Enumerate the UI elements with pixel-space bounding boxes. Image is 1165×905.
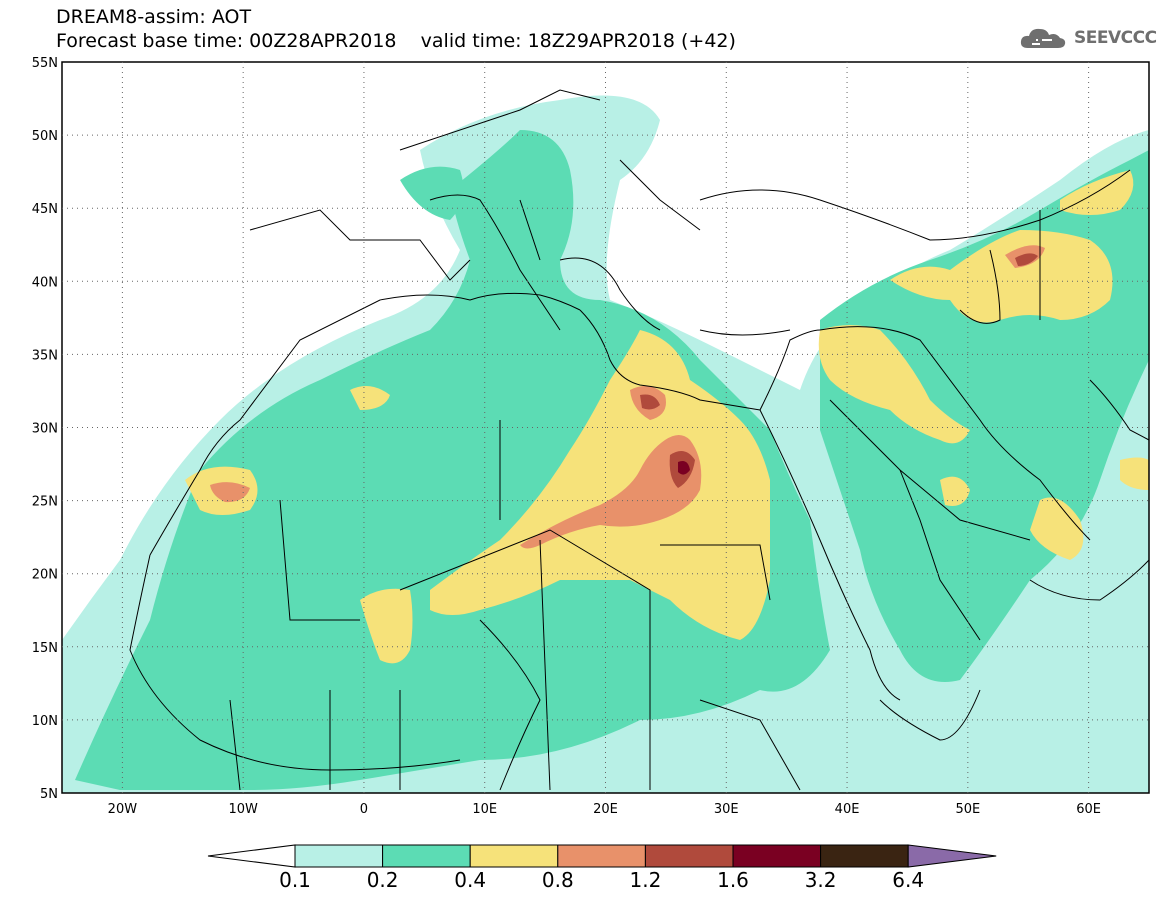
lat-label: 55N — [32, 56, 58, 71]
lat-label: 50N — [32, 129, 58, 144]
colorbar-swatch — [644, 844, 734, 868]
lat-ticks: 55N 50N 45N 40N 35N 30N 25N 20N 15N 10N 5N — [32, 56, 58, 802]
colorbar-swatch — [732, 844, 822, 868]
lon-label: 30E — [714, 802, 739, 817]
lon-label: 40E — [835, 802, 860, 817]
lon-label: 60E — [1076, 802, 1101, 817]
country-borders — [129, 89, 1149, 791]
colorbar-swatch — [469, 844, 559, 868]
lat-label: 15N — [32, 641, 58, 656]
forecast-time-line: Forecast base time: 00Z28APR2018 valid t… — [56, 30, 736, 52]
seevccc-logo: SEEVCCC — [1018, 22, 1157, 54]
lat-label: 20N — [32, 568, 58, 583]
aot-contours — [62, 95, 1149, 793]
colorbar-swatch — [294, 844, 384, 868]
lon-label: 20W — [108, 802, 138, 817]
colorbar-min-arrow — [207, 844, 296, 868]
lon-label: 10W — [228, 802, 258, 817]
colorbar-label: 1.2 — [629, 868, 661, 892]
map-title: DREAM8-assim: AOT — [56, 6, 252, 28]
colorbar-label: 6.4 — [892, 868, 924, 892]
colorbar-label: 0.8 — [542, 868, 574, 892]
colorbar-swatch — [557, 844, 646, 868]
lat-label: 45N — [32, 202, 58, 217]
aot-band-0.4 — [185, 170, 1149, 664]
logo-text: SEEVCCC — [1074, 28, 1157, 48]
colorbar-label: 0.2 — [367, 868, 399, 892]
cloud-logo-icon — [1020, 28, 1066, 48]
lon-label: 20E — [593, 802, 618, 817]
colorbar: 0.1 0.2 0.4 0.8 1.2 1.6 3.2 6.4 — [207, 844, 997, 892]
colorbar-label: 1.6 — [717, 868, 749, 892]
colorbar-label: 0.4 — [454, 868, 486, 892]
colorbar-swatch — [382, 844, 471, 868]
lat-label: 5N — [40, 787, 58, 802]
colorbar-max-arrow — [907, 844, 997, 868]
lon-label: 0 — [360, 802, 368, 817]
lon-label: 10E — [472, 802, 497, 817]
lon-ticks: 20W 10W 0 10E 20E 30E 40E 50E 60E — [108, 802, 1101, 817]
graticule — [62, 62, 1149, 793]
lat-label: 10N — [32, 714, 58, 729]
lat-label: 25N — [32, 495, 58, 510]
colorbar-label: 0.1 — [279, 868, 311, 892]
aot-band-1.6 — [678, 461, 690, 475]
lat-label: 30N — [32, 422, 58, 437]
lat-label: 35N — [32, 348, 58, 363]
lat-label: 40N — [32, 275, 58, 290]
colorbar-swatch — [820, 844, 909, 868]
lon-label: 50E — [955, 802, 980, 817]
colorbar-label: 3.2 — [805, 868, 837, 892]
